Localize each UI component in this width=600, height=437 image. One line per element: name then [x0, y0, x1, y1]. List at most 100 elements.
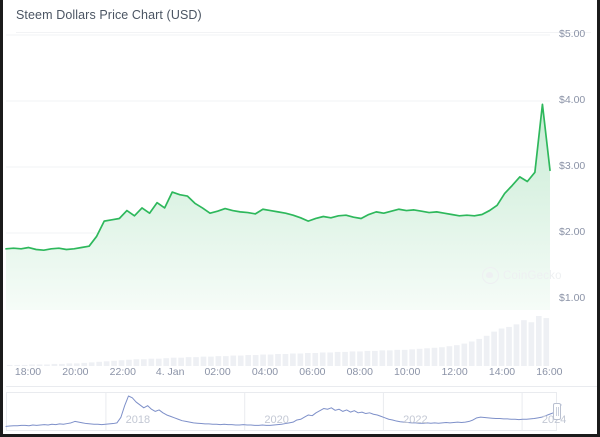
volume-bar [88, 362, 95, 366]
x-axis-tick-label: 04:00 [251, 366, 279, 378]
volume-bar [498, 328, 505, 366]
navigator-year-label: 2022 [403, 414, 428, 426]
watermark-label: CoinGecko [503, 269, 562, 282]
coingecko-logo-icon [482, 267, 499, 284]
volume-bar [118, 360, 125, 366]
volume-bar [401, 349, 408, 366]
page-title: Steem Dollars Price Chart (USD) [16, 8, 202, 22]
volume-bar [59, 363, 65, 366]
volume-bar [342, 351, 348, 366]
volume-bar [126, 359, 132, 366]
volume-bar [36, 364, 43, 366]
volume-bar [267, 354, 274, 366]
volume-bar [386, 350, 393, 367]
volume-bar [357, 351, 363, 366]
main-plot-area[interactable] [3, 0, 597, 434]
y-axis-tick-label: $3.00 [559, 160, 586, 172]
volume-bar [319, 352, 326, 366]
volume-bar [431, 347, 438, 366]
volume-bar [304, 352, 311, 366]
volume-bar [185, 357, 192, 366]
volume-bar [200, 356, 207, 367]
volume-bar [163, 358, 170, 366]
volume-bar [483, 335, 490, 366]
volume-bar [237, 355, 244, 366]
navigator-year-label: 2018 [125, 414, 151, 426]
y-axis-tick-label: $4.00 [559, 94, 586, 106]
x-axis-tick-label: 06:00 [299, 366, 326, 378]
chart-canvas [5, 34, 562, 431]
volume-bar [297, 353, 304, 366]
volume-bar [103, 361, 110, 366]
volume-bar [193, 357, 199, 366]
x-axis-tick-label: 20:00 [62, 366, 89, 378]
volume-bar [66, 363, 73, 366]
handle-grip-line [558, 407, 559, 416]
volume-bar [215, 356, 222, 366]
x-axis-tick-label: 02:00 [204, 366, 231, 378]
volume-bar [96, 361, 102, 366]
volume-bar [223, 356, 229, 366]
volume-bar [14, 364, 21, 366]
volume-bar [252, 355, 259, 366]
volume-bar [44, 364, 50, 366]
volume-bar [111, 360, 117, 366]
volume-bar [439, 347, 445, 366]
volume-bar [409, 349, 415, 366]
volume-bar [81, 362, 88, 367]
volume-bar [312, 352, 319, 366]
volume-bar [141, 359, 147, 366]
volume-bar [364, 350, 371, 366]
volume-bar [51, 363, 58, 366]
volume-bar [290, 353, 296, 366]
volume-bar [133, 359, 140, 366]
volume-bar [491, 331, 497, 367]
volume-bar [178, 357, 184, 366]
x-axis-tick-label: 12:00 [441, 366, 468, 378]
x-axis-tick-label: 14:00 [488, 366, 516, 378]
x-axis-tick-label: 08:00 [346, 366, 373, 378]
volume-bar [21, 364, 28, 366]
volume-bar [245, 355, 252, 366]
volume-bar [170, 357, 177, 366]
volume-bar [155, 358, 162, 366]
volume-bar [230, 355, 237, 366]
y-axis-tick-label: $1.00 [559, 292, 586, 304]
volume-bar [275, 354, 281, 366]
x-axis-tick-label: 10:00 [394, 366, 421, 378]
volume-bar [424, 348, 430, 366]
volume-bar [73, 363, 80, 366]
volume-bar [476, 338, 483, 366]
volume-bar [394, 349, 401, 366]
navigator-top-divider [6, 386, 597, 387]
volume-bar [334, 351, 341, 366]
navigator-range-handle-right[interactable] [553, 403, 561, 420]
volume-bar [506, 326, 512, 366]
volume-bar [461, 343, 468, 366]
volume-bar [349, 351, 356, 366]
volume-bar [446, 346, 453, 366]
x-axis-tick-label: 4. Jan [155, 366, 185, 378]
navigator-year-label: 2020 [264, 414, 289, 426]
coingecko-watermark: CoinGecko [482, 267, 562, 284]
handle-grip-line [556, 407, 557, 416]
price-line [5, 103, 551, 252]
y-axis-tick-label: $2.00 [559, 226, 586, 238]
title-divider [16, 32, 591, 33]
volume-bar [208, 356, 214, 367]
volume-bar [543, 318, 550, 366]
y-axis-tick-label: $5.00 [559, 28, 586, 40]
price-area-fill [6, 104, 550, 310]
volume-bar [282, 354, 289, 366]
volume-bar [6, 364, 13, 366]
volume-bar [372, 350, 378, 366]
volume-bar [260, 354, 266, 366]
volume-bars [6, 316, 550, 367]
volume-bar [416, 348, 423, 366]
volume-bar [528, 322, 535, 366]
volume-bar [521, 320, 527, 366]
volume-bar [454, 345, 460, 366]
volume-bar [148, 358, 155, 366]
navigator-line [5, 395, 562, 427]
